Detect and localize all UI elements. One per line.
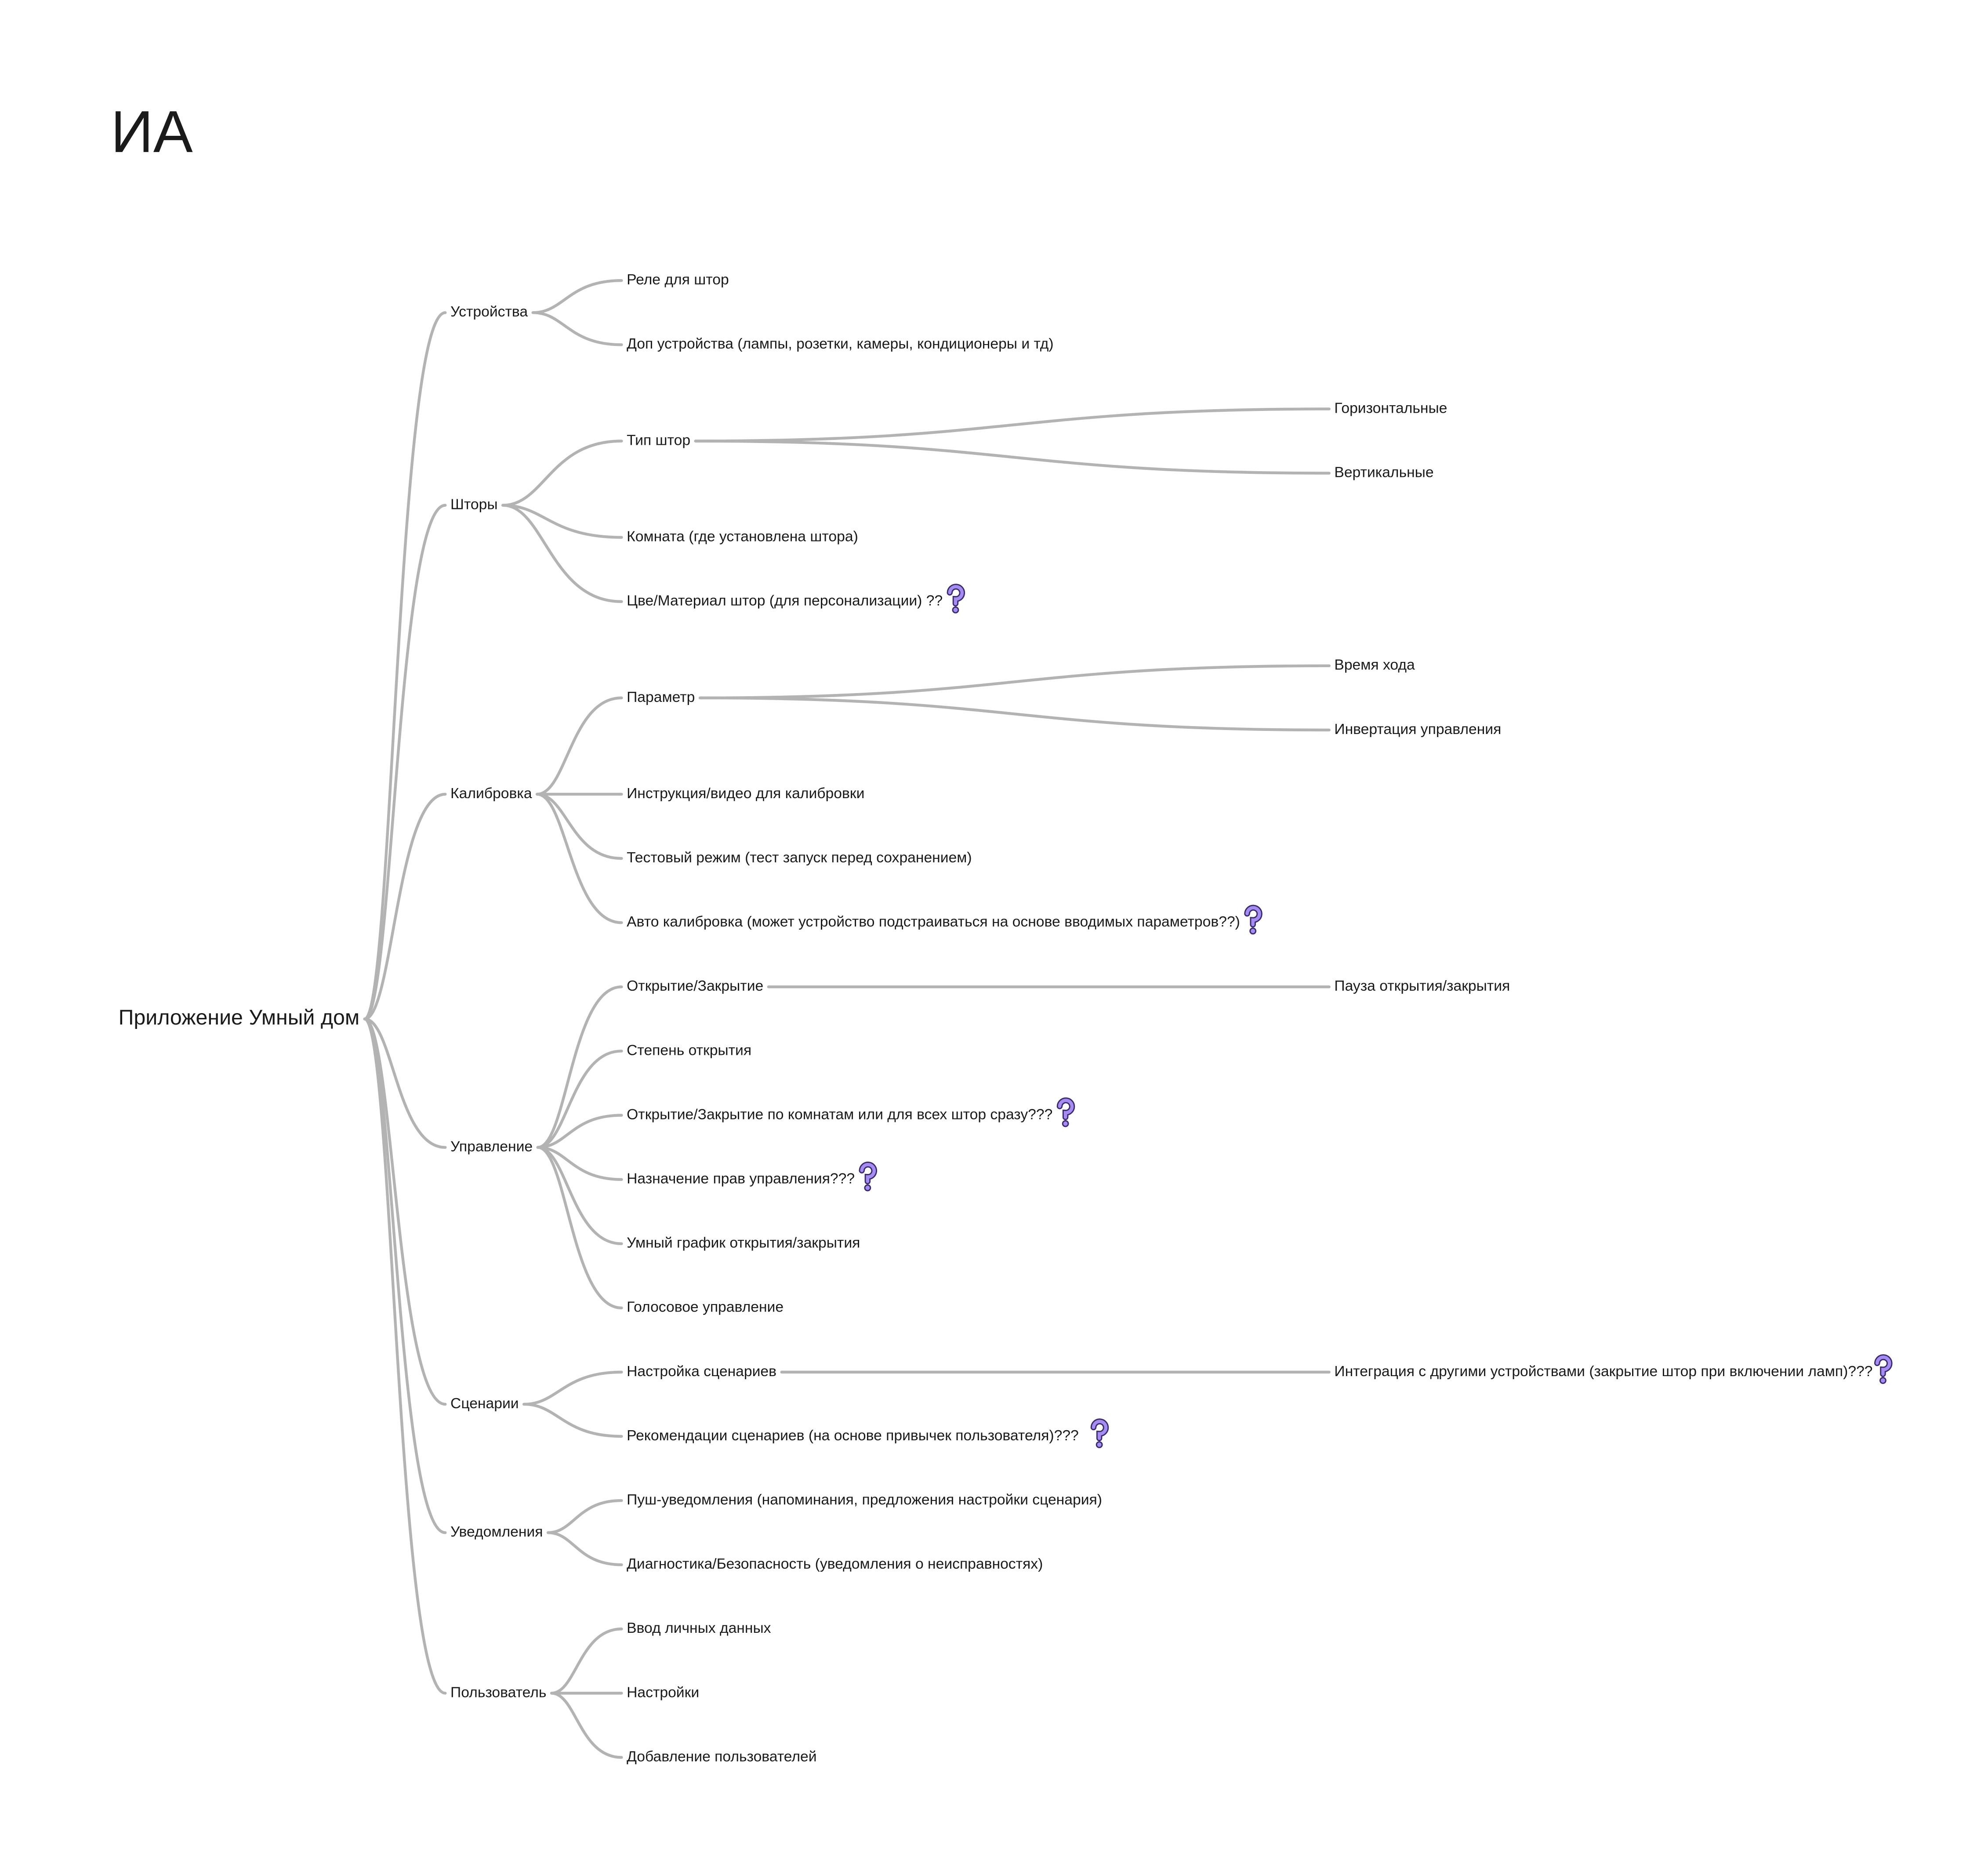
node-label: Пользователь [450, 1684, 546, 1700]
edge [531, 279, 623, 314]
node-label: Настройки [627, 1684, 699, 1700]
node-label: Умный график открытия/закрытия [627, 1235, 860, 1251]
node-label: Сценарии [450, 1395, 519, 1412]
edge [550, 1692, 623, 1759]
edge [501, 504, 623, 539]
edge [536, 792, 623, 924]
node-label: Цве/Материал штор (для персонализации) ?… [627, 593, 943, 609]
root-node: Приложение Умный дом [119, 1006, 359, 1029]
question-icon [859, 1161, 877, 1192]
node-label: Настройка сценариев [627, 1363, 776, 1380]
node-label: Время хода [1334, 657, 1415, 673]
page-title: ИА [111, 98, 193, 165]
edge [363, 792, 447, 1021]
node-label: Шторы [450, 496, 498, 512]
node-label: Пауза открытия/закрытия [1334, 978, 1510, 994]
icon-body [1092, 1420, 1108, 1440]
edge [501, 504, 623, 603]
question-icon [947, 584, 965, 614]
edge [546, 1531, 623, 1566]
edge [536, 1050, 623, 1149]
node-label: Параметр [627, 689, 695, 705]
edge [536, 1114, 623, 1149]
node-label: Назначение прав управления??? [627, 1170, 855, 1187]
edge [501, 440, 623, 507]
node-label: Инструкция/видео для калибровки [627, 785, 864, 802]
edge [694, 440, 1331, 475]
node-label: Добавление пользователей [627, 1748, 816, 1765]
node-label: Ввод личных данных [627, 1620, 771, 1636]
node-label: Управление [450, 1138, 533, 1155]
question-icon [1090, 1418, 1109, 1448]
icon-dot [1062, 1120, 1069, 1127]
node-label: Степень открытия [627, 1042, 751, 1058]
node-label: Комната (где установлена штора) [627, 529, 858, 545]
edge [694, 407, 1331, 443]
node-label: Уведомления [450, 1524, 543, 1540]
edge [536, 1146, 623, 1181]
question-icon [1056, 1097, 1075, 1127]
icon-dot [1096, 1441, 1103, 1448]
edges [363, 279, 1331, 1759]
node-label: Авто калибровка (может устройство подстр… [627, 914, 1240, 930]
icon-dot [1249, 927, 1257, 935]
icon-dot [864, 1184, 871, 1192]
edge [363, 504, 447, 1021]
question-icon [1874, 1354, 1893, 1384]
node-label: Калибровка [450, 785, 532, 802]
edge [363, 1017, 447, 1695]
edge [363, 311, 447, 1021]
edge [698, 664, 1331, 700]
node-label: Голосовое управление [627, 1299, 784, 1315]
node-label: Открытие/Закрытие по комнатам или для вс… [627, 1106, 1052, 1123]
node-label: Открытие/Закрытие [627, 978, 763, 994]
edge [536, 1146, 623, 1310]
icon-body [1245, 906, 1261, 926]
node-label: Интеграция с другими устройствами (закры… [1334, 1363, 1872, 1380]
icon-dot [1879, 1377, 1886, 1384]
node-label: Вертикальные [1334, 464, 1433, 480]
edge [363, 1017, 447, 1149]
edge [536, 792, 623, 860]
edge [546, 1499, 623, 1534]
icon-dot [952, 606, 959, 614]
icon-body [1058, 1098, 1074, 1119]
node-label: Рекомендации сценариев (на основе привыч… [627, 1428, 1079, 1444]
node-label: Тестовый режим (тест запуск перед сохран… [627, 850, 972, 866]
node-label: Доп устройства (лампы, розетки, камеры, … [627, 336, 1054, 352]
node-label: Инвертация управления [1334, 721, 1501, 738]
edge [536, 1146, 623, 1245]
icon-body [1875, 1355, 1891, 1376]
node-label: Тип штор [627, 432, 690, 448]
edge [536, 696, 623, 796]
icon-body [948, 585, 964, 605]
node-label: Горизонтальные [1334, 400, 1447, 416]
edge [522, 1370, 623, 1406]
edge [536, 985, 623, 1149]
node-label: Устройства [450, 304, 528, 320]
node-label: Реле для штор [627, 272, 729, 288]
question-icon [1244, 905, 1262, 935]
edge [522, 1402, 623, 1438]
node-label: Диагностика/Безопасность (уведомления о … [627, 1556, 1043, 1572]
node-label: Пуш-уведомления (напоминания, предложени… [627, 1492, 1102, 1508]
edge [531, 311, 623, 346]
edge [698, 696, 1331, 732]
edge [550, 1628, 623, 1695]
icon-body [860, 1163, 876, 1183]
